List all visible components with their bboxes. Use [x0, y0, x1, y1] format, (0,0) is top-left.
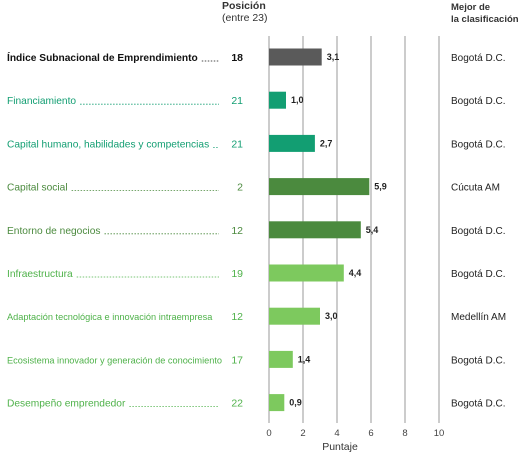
rank-value: 12 — [231, 225, 243, 237]
bar — [269, 91, 286, 109]
best-city-label: Bogotá D.C. — [451, 269, 505, 280]
category-label: Ecosistema innovador y generación de con… — [7, 355, 222, 365]
best-city-label: Bogotá D.C. — [451, 355, 505, 366]
bar-value-label: 1,4 — [298, 354, 311, 364]
best-city-label: Bogotá D.C. — [451, 399, 505, 410]
x-tick-label: 10 — [434, 428, 445, 439]
bar — [269, 134, 315, 152]
bar — [269, 350, 293, 368]
category-label: Infraestructura — [7, 269, 73, 280]
bar — [269, 307, 320, 325]
bar — [269, 394, 285, 412]
rank-value: 22 — [231, 398, 243, 410]
category-label: Entorno de negocios — [7, 226, 100, 237]
position-title: Posición — [222, 0, 266, 12]
category-label: Desempeño emprendedor — [7, 399, 126, 410]
bar-value-label: 3,1 — [327, 52, 340, 62]
position-header: Posición (entre 23) — [222, 0, 272, 24]
x-tick-label: 2 — [300, 428, 305, 439]
best-title-line2: la clasificación — [451, 14, 519, 25]
x-tick-label: 0 — [266, 428, 271, 439]
rank-value: 21 — [231, 138, 243, 150]
category-label: Financiamiento — [7, 96, 76, 107]
rank-value: 18 — [231, 52, 243, 64]
bar-value-label: 0,9 — [289, 398, 302, 408]
bar-value-label: 5,4 — [366, 225, 379, 235]
best-city-label: Bogotá D.C. — [451, 139, 505, 150]
rank-value: 2 — [237, 182, 243, 194]
x-tick-label: 4 — [334, 428, 339, 439]
best-city-label: Bogotá D.C. — [451, 53, 505, 64]
best-city-label: Cúcuta AM — [451, 183, 500, 194]
bar-value-label: 5,9 — [374, 182, 387, 192]
bar — [269, 264, 344, 282]
category-label: Adaptación tecnológica e innovación intr… — [7, 312, 213, 322]
bar — [269, 178, 370, 196]
bar-value-label: 3,0 — [325, 311, 338, 321]
bar — [269, 221, 361, 239]
best-city-label: Medellín AM — [451, 312, 506, 323]
best-title-line1: Mejor de — [451, 2, 491, 13]
rank-value: 21 — [231, 95, 243, 107]
category-label: Capital social — [7, 183, 68, 194]
best-city-label: Bogotá D.C. — [451, 226, 505, 237]
bar — [269, 48, 322, 66]
bar-value-label: 1,0 — [291, 95, 304, 105]
rank-value: 12 — [231, 311, 243, 323]
x-tick-label: 6 — [368, 428, 373, 439]
category-label: Índice Subnacional de Emprendimiento — [7, 51, 198, 64]
category-label: Capital humano, habilidades y competenci… — [7, 139, 209, 150]
best-city-label: Bogotá D.C. — [451, 96, 505, 107]
x-tick-label: 8 — [402, 428, 407, 439]
best-header: Mejor de la clasificación — [451, 2, 523, 26]
bar-value-label: 4,4 — [349, 268, 362, 278]
rank-value: 19 — [231, 268, 243, 280]
rank-value: 17 — [231, 354, 243, 366]
x-axis-label: Puntaje — [322, 441, 358, 453]
position-subtitle: (entre 23) — [222, 12, 268, 24]
bar-value-label: 2,7 — [320, 138, 333, 148]
